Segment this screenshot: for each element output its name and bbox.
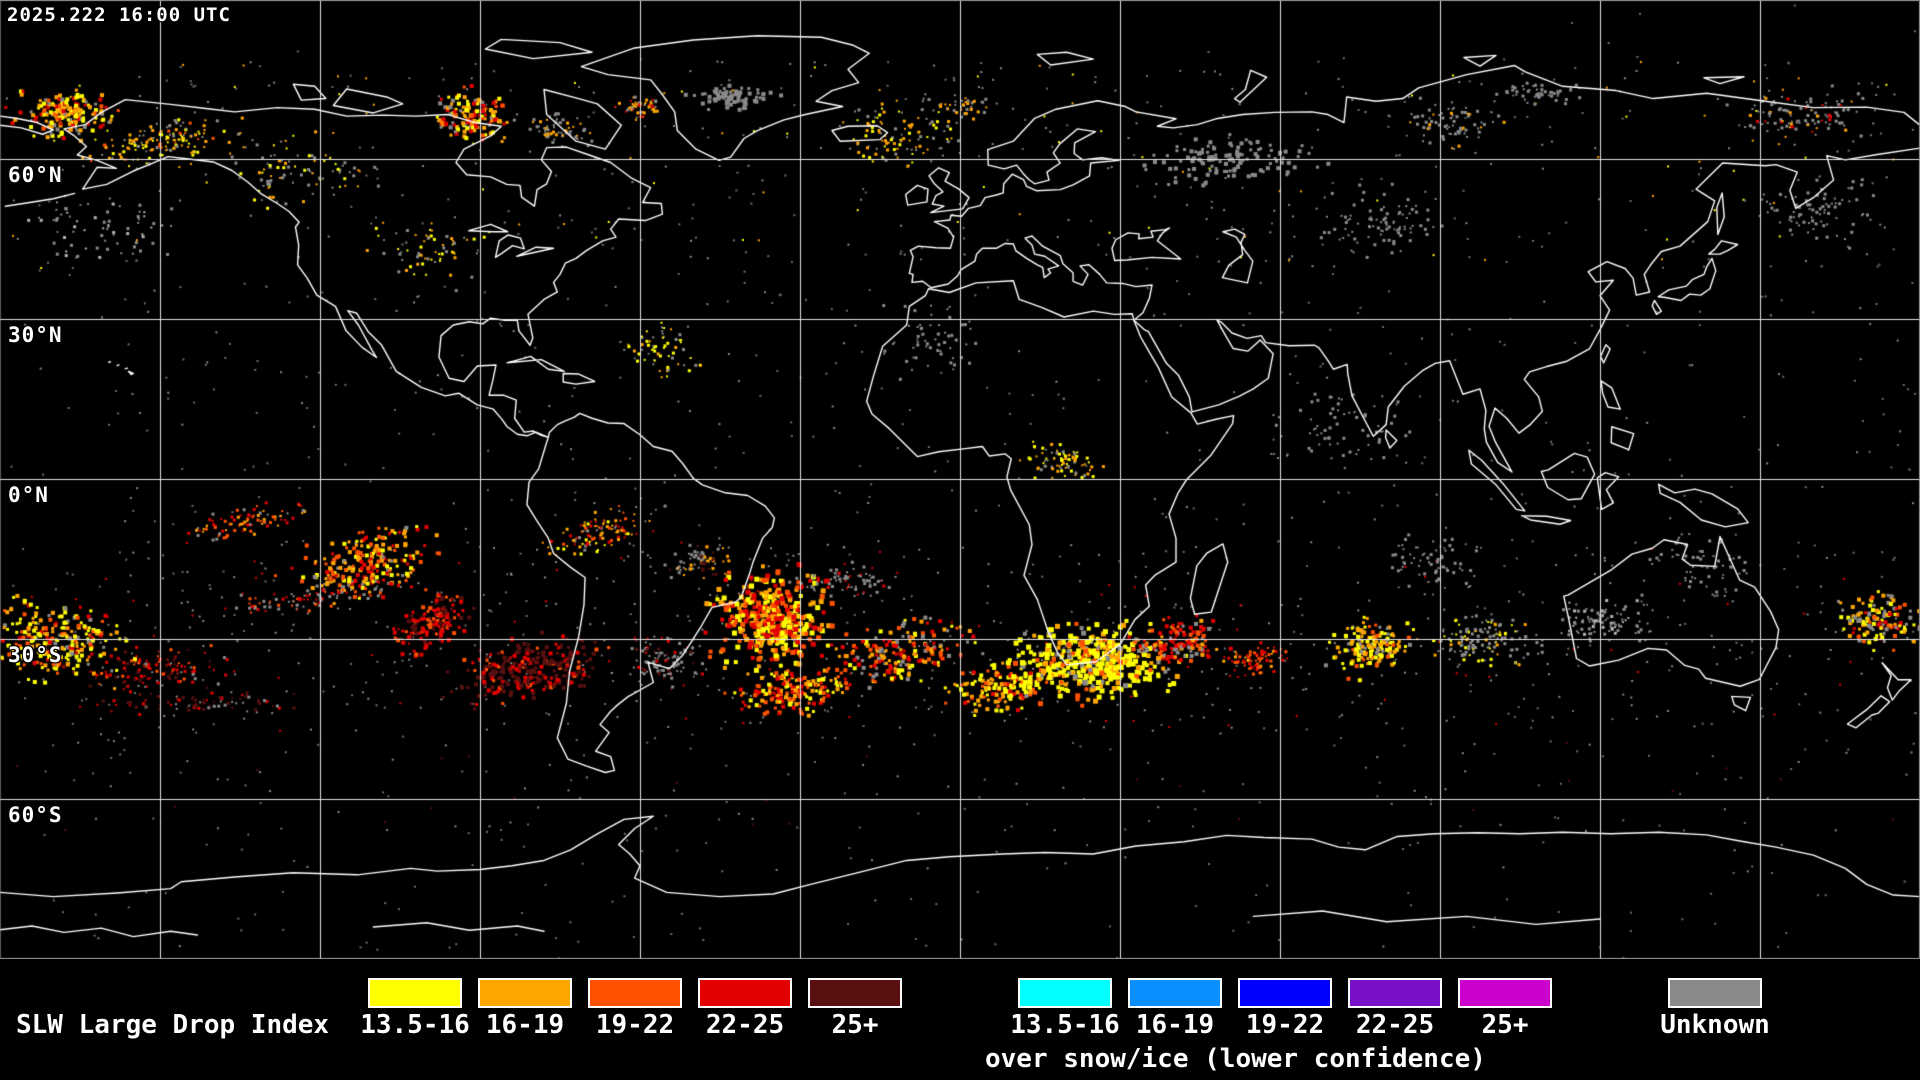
lat-label-60n: 60°N <box>8 163 63 187</box>
legend-label-standard-1: 16-19 <box>485 1010 565 1040</box>
legend-swatch-snow-ice-22-25 <box>1348 978 1442 1008</box>
legend-label-standard-4: 25+ <box>831 1010 879 1040</box>
lat-label-60s: 60°S <box>8 803 63 827</box>
timestamp: 2025.222 16:00 UTC <box>7 4 231 26</box>
legend-swatch-snow-ice-13.5-16 <box>1018 978 1112 1008</box>
legend-label-snow-ice-7: 19-22 <box>1245 1010 1325 1040</box>
legend-swatch-standard-16-19 <box>478 978 572 1008</box>
legend-label-standard-0: 13.5-16 <box>360 1010 470 1040</box>
legend-label-standard-2: 19-22 <box>595 1010 675 1040</box>
legend-swatch-standard-13.5-16 <box>368 978 462 1008</box>
legend-swatch-snow-ice-19-22 <box>1238 978 1332 1008</box>
lat-label-30n: 30°N <box>8 323 63 347</box>
legend-swatch-unknown-unknown <box>1668 978 1762 1008</box>
world-map-canvas <box>0 0 1920 959</box>
legend-swatch-snow-ice-16-19 <box>1128 978 1222 1008</box>
legend-label-snow-ice-8: 22-25 <box>1355 1010 1435 1040</box>
legend-label-snow-ice-6: 16-19 <box>1135 1010 1215 1040</box>
legend-label-standard-3: 22-25 <box>705 1010 785 1040</box>
legend-snowice-subtitle: over snow/ice (lower confidence) <box>985 1044 1486 1074</box>
lat-label-0n: 0°N <box>8 483 49 507</box>
legend-swatch-snow-ice-25+ <box>1458 978 1552 1008</box>
legend-swatch-standard-25+ <box>808 978 902 1008</box>
legend-swatch-standard-22-25 <box>698 978 792 1008</box>
legend-swatch-standard-19-22 <box>588 978 682 1008</box>
legend-label-unknown-10: Unknown <box>1660 1010 1770 1040</box>
legend-label-snow-ice-9: 25+ <box>1481 1010 1529 1040</box>
lat-label-30s: 30°S <box>8 643 63 667</box>
legend-label-snow-ice-5: 13.5-16 <box>1010 1010 1120 1040</box>
legend-title: SLW Large Drop Index <box>16 1010 330 1040</box>
